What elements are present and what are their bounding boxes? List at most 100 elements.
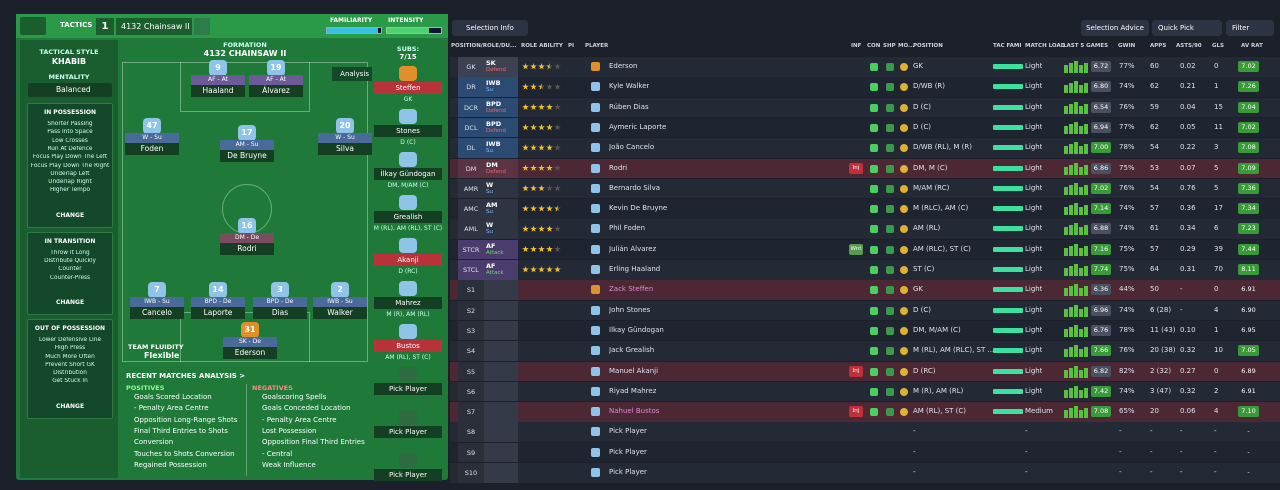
change-button[interactable]: CHANGE <box>55 298 85 306</box>
sharpness-icon <box>886 144 894 153</box>
column-header[interactable]: MATCH LOAD <box>1025 43 1066 49</box>
tac-fami-bar <box>993 64 1023 69</box>
player-name[interactable]: Rodri <box>220 243 274 255</box>
player-icon <box>591 305 600 315</box>
condition-icon <box>870 408 878 417</box>
player-name[interactable]: Laporte <box>191 307 245 319</box>
star <box>554 164 561 171</box>
column-header[interactable]: INF <box>851 43 862 49</box>
positive-item: Conversion <box>134 438 174 447</box>
player-name[interactable]: Foden <box>125 143 179 155</box>
add-tactic[interactable] <box>194 18 210 35</box>
column-header[interactable]: TAC FAMI <box>993 43 1022 49</box>
column-header[interactable]: GLS <box>1212 43 1224 49</box>
sub-name[interactable]: İlkay Gündogan <box>374 168 442 180</box>
position: ST (C) <box>913 265 935 273</box>
form-bar <box>1069 326 1073 337</box>
analysis-title[interactable]: RECENT MATCHES ANALYSIS > <box>126 372 246 380</box>
formation-name[interactable]: 4132 CHAINSAW II <box>203 49 287 58</box>
style-label: TACTICAL STYLE <box>39 48 99 56</box>
last-5-games <box>1064 264 1090 276</box>
form-bar <box>1079 65 1083 73</box>
sub-name[interactable]: Bustos <box>374 340 442 352</box>
role: BPD <box>486 99 502 108</box>
star <box>546 245 553 253</box>
position-cell <box>458 341 484 361</box>
player-role[interactable]: W - Su <box>125 133 179 143</box>
column-header[interactable]: AV RAT <box>1241 43 1263 49</box>
player-role[interactable]: BPD - De <box>191 297 245 307</box>
sub-name[interactable]: Mahrez <box>374 297 442 309</box>
sub-name[interactable]: Akanji <box>374 254 442 266</box>
tactic-select[interactable]: 4132 Chainsaw II <box>116 18 192 35</box>
form-bar <box>1079 328 1083 337</box>
position: AM (RL) <box>913 224 941 233</box>
player-name[interactable]: Álvarez <box>249 85 303 97</box>
selection-advice[interactable]: Selection Advice <box>1081 20 1149 36</box>
player-name[interactable]: Dias <box>253 307 307 319</box>
column-header[interactable]: APPS <box>1150 43 1167 49</box>
player-role[interactable]: AF - At <box>249 75 303 85</box>
mentality-select[interactable]: Balanced <box>28 83 112 97</box>
column-header[interactable]: GWIN <box>1118 43 1136 49</box>
column-header[interactable]: MO... <box>898 43 915 49</box>
player-role[interactable]: IWB - Su <box>313 297 367 307</box>
change-button[interactable]: CHANGE <box>55 402 85 410</box>
player-role[interactable]: W - Su <box>318 133 372 143</box>
sub-name[interactable]: Grealish <box>374 211 442 223</box>
player-role[interactable]: AF - At <box>191 75 245 85</box>
player-role[interactable]: AM - Su <box>220 140 274 150</box>
selection-info[interactable]: Selection Info <box>452 20 528 36</box>
form-bar <box>1069 144 1073 155</box>
column-header[interactable]: PI <box>568 43 575 49</box>
player-name[interactable]: Cancelo <box>130 307 184 319</box>
tactic-number[interactable]: 1 <box>96 18 114 35</box>
match-load: Light <box>1025 265 1043 273</box>
tac-fami-bar <box>993 368 1023 374</box>
change-button[interactable]: CHANGE <box>55 211 85 219</box>
analysis-button[interactable]: Analysis <box>332 67 372 81</box>
player-name[interactable]: Haaland <box>191 85 245 97</box>
column-header[interactable]: ASTS/90 <box>1176 43 1202 49</box>
player-name[interactable]: De Bruyne <box>220 150 274 162</box>
average-rating: - <box>1247 447 1250 456</box>
quick-pick[interactable]: Quick Pick <box>1152 20 1222 36</box>
sub-name[interactable]: Stones <box>374 125 442 137</box>
sharpness-icon <box>886 387 894 396</box>
goals: 5 <box>1214 163 1219 172</box>
player-role[interactable]: IWB - Su <box>130 297 184 307</box>
last-5-games <box>1064 243 1090 256</box>
column-header[interactable]: POSITION/ROLE/DU... <box>451 43 517 49</box>
column-header[interactable]: PLAYER <box>585 43 609 49</box>
back-button[interactable] <box>20 17 46 35</box>
player-role[interactable]: DM - De <box>220 233 274 243</box>
form-bar <box>1084 63 1088 73</box>
form-bar <box>1079 207 1083 216</box>
position: AM (RLC), ST (C) <box>913 244 971 253</box>
player-role[interactable]: SK - De <box>223 337 277 347</box>
role-cell <box>484 57 518 77</box>
position: D/WB (RL), M (R) <box>913 143 972 152</box>
last-5-games <box>1064 182 1090 195</box>
player-name[interactable]: Walker <box>313 307 367 319</box>
column-header[interactable]: POSITION <box>913 43 943 49</box>
player-name[interactable]: Silva <box>318 143 372 155</box>
instruction: Shorter Passing <box>47 121 93 127</box>
column-header[interactable]: CON <box>867 43 881 49</box>
sub-name[interactable]: Steffen <box>374 82 442 94</box>
sub-name[interactable]: Pick Player <box>374 426 442 438</box>
player-role[interactable]: BPD - De <box>253 297 307 307</box>
filter[interactable]: Filter <box>1226 20 1274 36</box>
assists-per-90: 0.06 <box>1180 407 1196 416</box>
column-header[interactable]: SHP <box>883 43 896 49</box>
position-code: S7 <box>466 408 476 417</box>
last-5-games <box>1064 121 1090 134</box>
column-header[interactable]: LAST 5 GAMES <box>1063 43 1109 49</box>
sub-name[interactable]: Pick Player <box>374 469 442 481</box>
sub-name[interactable]: Pick Player <box>374 383 442 395</box>
average-rating: 7.10 <box>1238 406 1259 418</box>
instruction: Low Crosses <box>52 137 88 144</box>
column-header[interactable]: ROLE ABILITY <box>521 43 563 49</box>
player-name[interactable]: Ederson <box>223 347 277 359</box>
